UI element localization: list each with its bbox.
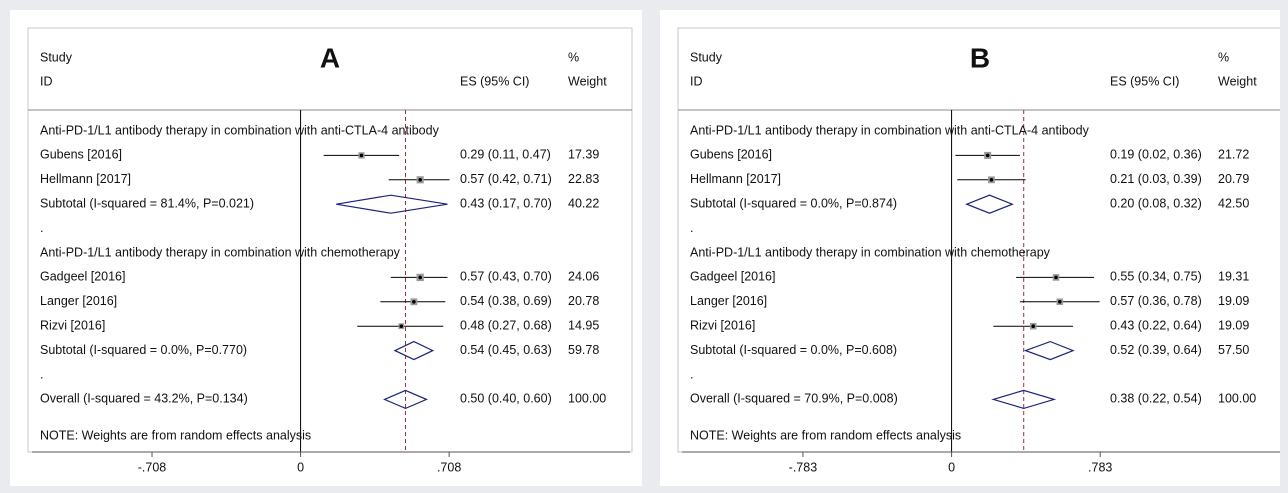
pooled-diamond: [965, 194, 1014, 214]
forest-panel: A Study ID ES (95% CI)% Weight Anti-PD-1/L1 a…: [10, 10, 642, 486]
study-label: Subtotal (I-squared = 0.0%, P=0.608): [690, 343, 897, 357]
point-estimate: [399, 324, 404, 329]
pooled-diamond: [1023, 340, 1075, 361]
group-title: Anti-PD-1/L1 antibody therapy in combina…: [40, 123, 440, 137]
es-label: 0.43 (0.17, 0.70): [460, 196, 552, 210]
header: Weight: [568, 74, 607, 88]
es-label: 0.20 (0.08, 0.32): [1110, 196, 1202, 210]
point-estimate: [1057, 300, 1062, 304]
x-tick-label: -.783: [789, 460, 818, 474]
note: NOTE: Weights are from random effects an…: [690, 428, 961, 442]
separator: .: [690, 221, 693, 235]
separator: .: [40, 221, 43, 235]
weight-label: 14.95: [568, 318, 599, 332]
study-label: Gubens [2016]: [690, 148, 772, 162]
forest-panel: B Study ID ES (95% CI)% Weight Anti-PD-1/L1 a…: [660, 10, 1280, 486]
weight-label: 100.00: [1218, 392, 1256, 406]
es-label: 0.52 (0.39, 0.64): [1110, 343, 1202, 357]
panel-label: B: [970, 42, 990, 73]
note: NOTE: Weights are from random effects an…: [40, 428, 311, 442]
separator: .: [690, 367, 693, 381]
header: %: [568, 50, 579, 64]
pooled-diamond: [393, 340, 435, 361]
weight-label: 20.78: [568, 294, 599, 308]
study-label: Rizvi [2016]: [690, 318, 755, 332]
group-title: Anti-PD-1/L1 antibody therapy in combina…: [690, 123, 1090, 137]
pooled-diamond: [382, 389, 428, 410]
x-tick-label: 0: [297, 460, 304, 474]
x-tick-label: -.708: [138, 460, 167, 474]
es-label: 0.57 (0.43, 0.70): [460, 270, 552, 284]
weight-label: 19.31: [1218, 270, 1249, 284]
point-estimate: [1031, 324, 1036, 329]
weight-label: 20.79: [1218, 172, 1249, 186]
x-tick-label: .783: [1088, 460, 1112, 474]
separator: .: [40, 367, 43, 381]
es-label: 0.50 (0.40, 0.60): [460, 392, 552, 406]
weight-label: 42.50: [1218, 196, 1249, 210]
study-label: Subtotal (I-squared = 0.0%, P=0.874): [690, 196, 897, 210]
es-label: 0.57 (0.36, 0.78): [1110, 294, 1202, 308]
study-label: Gadgeel [2016]: [40, 270, 126, 284]
group-title: Anti-PD-1/L1 antibody therapy in combina…: [40, 245, 401, 259]
point-estimate: [412, 300, 416, 304]
study-label: Gubens [2016]: [40, 148, 122, 162]
es-label: 0.57 (0.42, 0.71): [460, 172, 552, 186]
es-label: 0.48 (0.27, 0.68): [460, 318, 552, 332]
weight-label: 100.00: [568, 392, 606, 406]
study-label: Overall (I-squared = 70.9%, P=0.008): [690, 392, 898, 406]
header: ID: [40, 74, 53, 88]
weight-label: 59.78: [568, 343, 599, 357]
weight-label: 40.22: [568, 196, 599, 210]
plot-frame: [27, 27, 633, 453]
pooled-diamond: [991, 389, 1057, 410]
es-label: 0.19 (0.02, 0.36): [1110, 148, 1202, 162]
point-estimate: [985, 153, 990, 158]
weight-label: 21.72: [1218, 148, 1249, 162]
study-label: Langer [2016]: [40, 294, 117, 308]
point-estimate: [1054, 275, 1058, 280]
point-estimate: [418, 275, 422, 280]
header: Study: [690, 50, 723, 64]
study-label: Overall (I-squared = 43.2%, P=0.134): [40, 392, 248, 406]
study-label: Hellmann [2017]: [690, 172, 781, 186]
point-estimate: [989, 178, 994, 182]
study-label: Gadgeel [2016]: [690, 270, 776, 284]
weight-label: 24.06: [568, 270, 599, 284]
point-estimate: [359, 153, 364, 158]
es-label: 0.29 (0.11, 0.47): [460, 148, 551, 162]
x-tick-label: .708: [437, 460, 461, 474]
es-label: 0.55 (0.34, 0.75): [1110, 270, 1202, 284]
study-label: Subtotal (I-squared = 0.0%, P=0.770): [40, 343, 247, 357]
es-label: 0.38 (0.22, 0.54): [1110, 392, 1202, 406]
es-label: 0.21 (0.03, 0.39): [1110, 172, 1202, 186]
pooled-diamond: [336, 194, 448, 214]
plot-frame: [677, 27, 1280, 453]
study-label: Subtotal (I-squared = 81.4%, P=0.021): [40, 196, 254, 210]
study-label: Langer [2016]: [690, 294, 767, 308]
group-title: Anti-PD-1/L1 antibody therapy in combina…: [690, 245, 1051, 259]
header: ES (95% CI): [460, 74, 529, 88]
weight-label: 19.09: [1218, 318, 1249, 332]
weight-label: 57.50: [1218, 343, 1249, 357]
es-label: 0.54 (0.45, 0.63): [460, 343, 552, 357]
header: ID: [690, 74, 703, 88]
x-tick-label: 0: [948, 460, 955, 474]
header: Weight: [1218, 74, 1257, 88]
header: %: [1218, 50, 1229, 64]
es-label: 0.54 (0.38, 0.69): [460, 294, 552, 308]
es-label: 0.43 (0.22, 0.64): [1110, 318, 1202, 332]
study-label: Hellmann [2017]: [40, 172, 131, 186]
point-estimate: [418, 178, 422, 182]
header: ES (95% CI): [1110, 74, 1179, 88]
weight-label: 19.09: [1218, 294, 1249, 308]
panel-label: A: [320, 42, 340, 73]
study-label: Rizvi [2016]: [40, 318, 105, 332]
weight-label: 17.39: [568, 148, 599, 162]
weight-label: 22.83: [568, 172, 599, 186]
header: Study: [40, 50, 73, 64]
